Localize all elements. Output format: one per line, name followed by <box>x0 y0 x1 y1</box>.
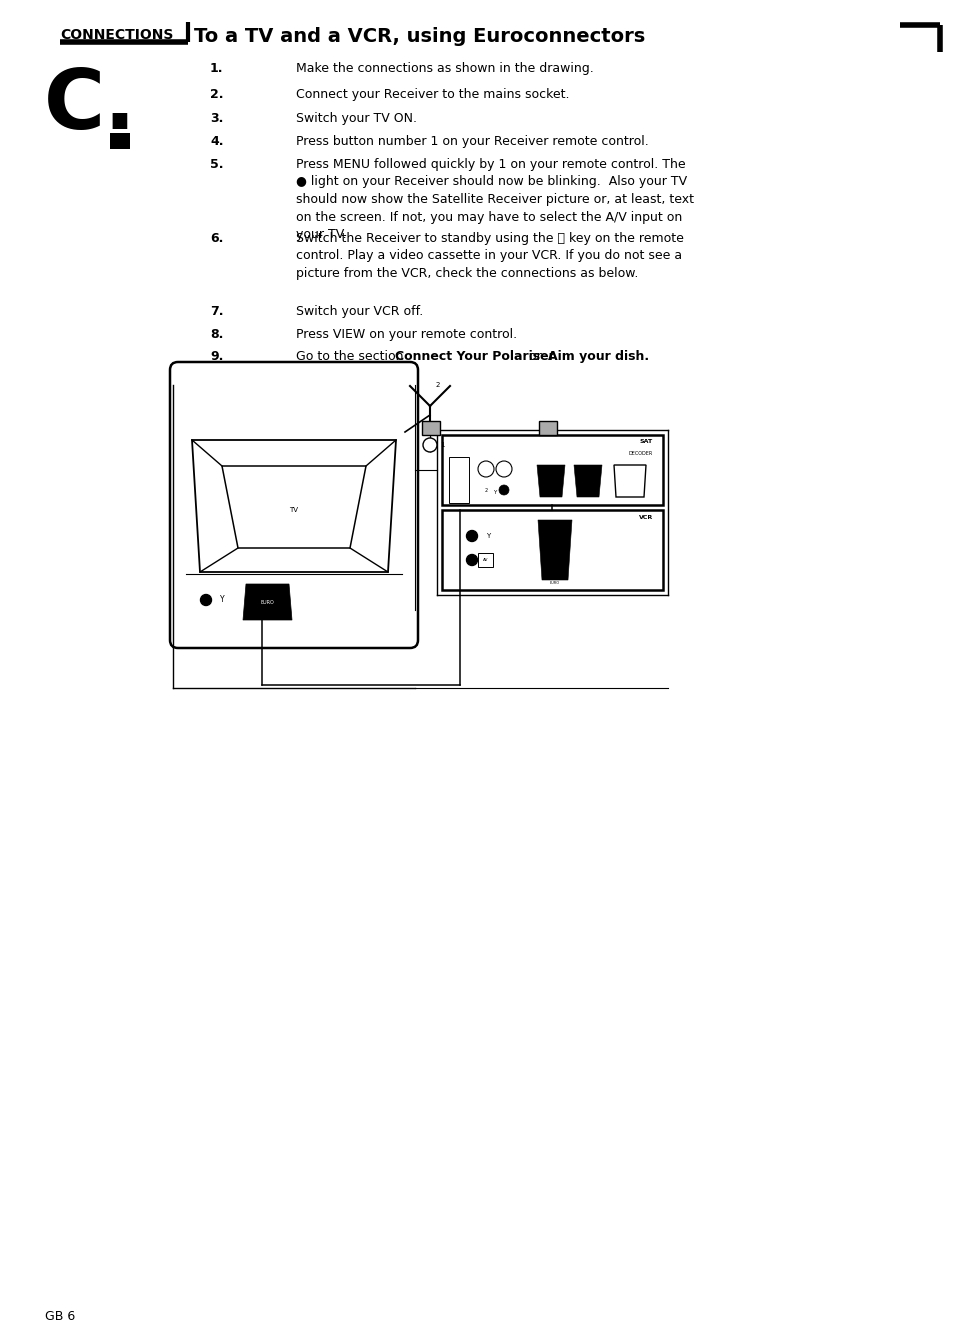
Bar <box>477 553 493 567</box>
Text: 1.: 1. <box>210 62 223 74</box>
Circle shape <box>422 439 436 452</box>
Polygon shape <box>537 520 572 579</box>
Text: 6.: 6. <box>210 233 223 245</box>
Text: or: or <box>524 350 545 363</box>
Text: Switch your TV ON.: Switch your TV ON. <box>295 112 416 125</box>
Text: VCR: VCR <box>639 516 652 520</box>
Text: Y: Y <box>485 533 490 540</box>
Circle shape <box>477 461 494 477</box>
Bar <box>441 435 662 505</box>
Text: VIDEO: VIDEO <box>543 492 559 497</box>
Text: Connect your Receiver to the mains socket.: Connect your Receiver to the mains socke… <box>295 88 569 101</box>
Circle shape <box>498 485 509 494</box>
Polygon shape <box>243 583 292 621</box>
Circle shape <box>496 461 512 477</box>
Text: Aim your dish.: Aim your dish. <box>547 350 648 363</box>
Text: TV: TV <box>588 492 595 497</box>
Text: C.: C. <box>44 65 136 146</box>
Text: Y: Y <box>493 489 497 494</box>
Text: 9.: 9. <box>210 350 223 363</box>
Circle shape <box>466 530 477 541</box>
Text: Y: Y <box>219 595 224 605</box>
Text: CONNECTIONS: CONNECTIONS <box>60 28 173 43</box>
Bar <box>538 421 557 435</box>
Text: 7.: 7. <box>210 304 223 318</box>
Polygon shape <box>222 466 366 548</box>
Bar <box>441 510 662 590</box>
Text: Go to the section: Go to the section <box>295 350 407 363</box>
Polygon shape <box>574 465 601 497</box>
Text: GB 6: GB 6 <box>45 1310 75 1322</box>
Text: Press MENU followed quickly by 1 on your remote control. The
● light on your Rec: Press MENU followed quickly by 1 on your… <box>295 158 693 241</box>
Text: EURO: EURO <box>260 599 274 605</box>
Polygon shape <box>192 440 395 571</box>
Text: SAT: SAT <box>639 439 652 444</box>
Text: 3.: 3. <box>210 112 223 125</box>
Text: 2.: 2. <box>210 88 223 101</box>
Text: TV: TV <box>289 506 298 513</box>
Polygon shape <box>537 465 564 497</box>
Text: 2: 2 <box>484 489 487 493</box>
Circle shape <box>200 594 212 606</box>
Bar <box>110 133 130 149</box>
Text: Press button number 1 on your Receiver remote control.: Press button number 1 on your Receiver r… <box>295 136 648 148</box>
Text: 8.: 8. <box>210 328 223 342</box>
Text: AV: AV <box>483 558 488 562</box>
Text: 1: 1 <box>502 489 505 493</box>
Text: Connect Your Polariser: Connect Your Polariser <box>395 350 554 363</box>
Text: Make the connections as shown in the drawing.: Make the connections as shown in the dra… <box>295 62 593 74</box>
Text: 4.: 4. <box>210 136 223 148</box>
Text: Press VIEW on your remote control.: Press VIEW on your remote control. <box>295 328 517 342</box>
Text: DECODER: DECODER <box>628 451 652 456</box>
Text: Switch the Receiver to standby using the ⏻ key on the remote
control. Play a vid: Switch the Receiver to standby using the… <box>295 233 683 280</box>
Bar <box>449 457 469 502</box>
Text: EURO: EURO <box>550 581 559 585</box>
Text: To a TV and a VCR, using Euroconnectors: To a TV and a VCR, using Euroconnectors <box>193 27 644 47</box>
Text: Switch your VCR off.: Switch your VCR off. <box>295 304 423 318</box>
FancyBboxPatch shape <box>170 361 417 649</box>
Text: 1: 1 <box>439 443 444 448</box>
Polygon shape <box>614 465 645 497</box>
Text: 5.: 5. <box>210 158 223 171</box>
Circle shape <box>466 554 477 566</box>
Bar <box>421 421 439 435</box>
Text: 2: 2 <box>436 381 440 388</box>
